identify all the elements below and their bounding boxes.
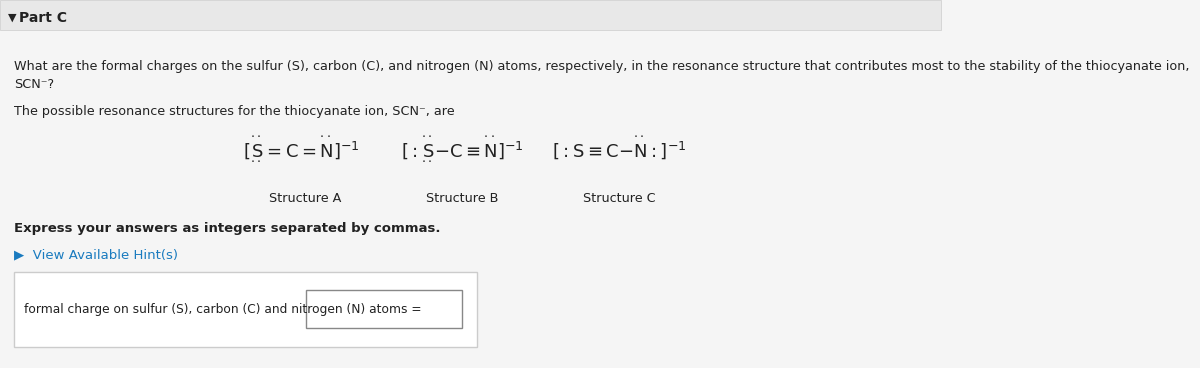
FancyBboxPatch shape bbox=[14, 272, 476, 347]
FancyBboxPatch shape bbox=[0, 0, 941, 30]
Text: Part C: Part C bbox=[19, 11, 67, 25]
Text: Structure B: Structure B bbox=[426, 192, 499, 205]
Text: The possible resonance structures for the thiocyanate ion, SCN⁻, are: The possible resonance structures for th… bbox=[14, 105, 455, 118]
Text: ▶  View Available Hint(s): ▶ View Available Hint(s) bbox=[14, 248, 178, 261]
Text: Structure A: Structure A bbox=[270, 192, 342, 205]
Text: $[{:}\mathsf{S}{\equiv}\mathsf{C}{-}\overset{\cdot\cdot}{\mathsf{N}}{:}]^{-1}$: $[{:}\mathsf{S}{\equiv}\mathsf{C}{-}\ove… bbox=[552, 134, 686, 162]
Text: Express your answers as integers separated by commas.: Express your answers as integers separat… bbox=[14, 222, 440, 235]
Text: ▼: ▼ bbox=[8, 13, 17, 23]
FancyBboxPatch shape bbox=[306, 290, 462, 328]
Text: $[{:}\overset{\cdot\cdot}{\underset{\cdot\cdot}{\mathsf{S}}}{-}\mathsf{C}{\equiv: $[{:}\overset{\cdot\cdot}{\underset{\cdo… bbox=[401, 135, 524, 162]
Text: What are the formal charges on the sulfur (S), carbon (C), and nitrogen (N) atom: What are the formal charges on the sulfu… bbox=[14, 60, 1189, 73]
Text: SCN⁻?: SCN⁻? bbox=[14, 78, 54, 91]
Text: formal charge on sulfur (S), carbon (C) and nitrogen (N) atoms =: formal charge on sulfur (S), carbon (C) … bbox=[24, 304, 421, 316]
Text: $[\overset{\cdot\cdot}{\underset{\cdot\cdot}{\mathsf{S}}}{=}\mathsf{C}{=}\overse: $[\overset{\cdot\cdot}{\underset{\cdot\c… bbox=[244, 135, 360, 162]
Text: Structure C: Structure C bbox=[583, 192, 655, 205]
